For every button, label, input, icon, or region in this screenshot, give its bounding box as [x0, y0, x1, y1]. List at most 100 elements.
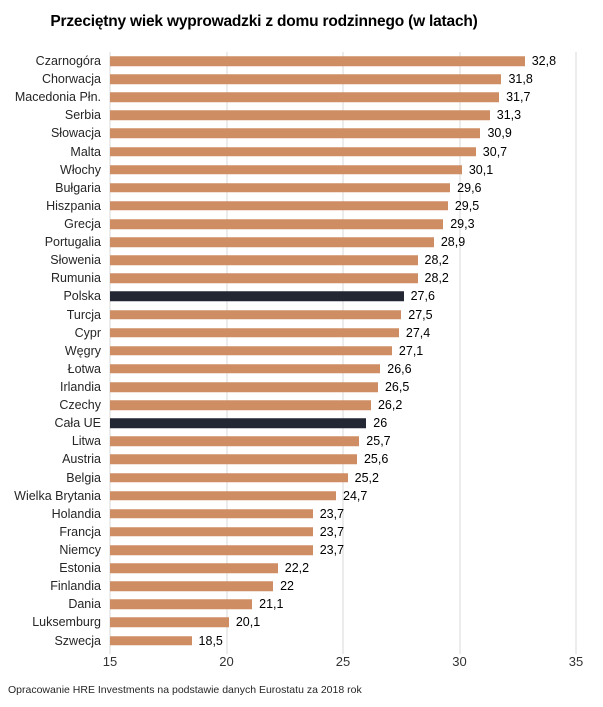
value-label: 22: [280, 579, 294, 594]
value-label: 23,7: [319, 524, 345, 539]
bar: [110, 635, 192, 646]
category-label: Austria: [62, 452, 101, 467]
x-axis-tick-label: 20: [219, 654, 234, 669]
bar: [110, 563, 278, 573]
category-label: Cypr: [74, 325, 101, 340]
bar-row: Macedonia Płn. 31,7: [0, 88, 603, 106]
category-label: Irlandia: [60, 380, 101, 395]
bar-track: 26: [110, 414, 576, 432]
bar-row: Czechy 26,2: [0, 396, 603, 414]
bar-track: 20,1: [110, 613, 576, 631]
bar: [110, 201, 448, 211]
bar: [110, 581, 274, 591]
bar-row: Belgia 25,2: [0, 469, 603, 487]
bar-track: 29,6: [110, 179, 576, 197]
value-label: 32,8: [531, 54, 557, 69]
bar: [110, 490, 336, 501]
category-label: Malta: [70, 144, 101, 159]
category-label: Estonia: [59, 561, 101, 576]
value-label: 22,2: [284, 561, 310, 576]
bar-row: Rumunia 28,2: [0, 269, 603, 287]
bar-row: Serbia 31,3: [0, 106, 603, 124]
x-axis-tick-label: 15: [102, 654, 118, 669]
bar-track: 31,3: [110, 106, 576, 124]
bar: [110, 617, 229, 628]
bar-track: 30,1: [110, 161, 576, 179]
bar-track: 28,2: [110, 251, 576, 269]
value-label: 28,9: [440, 235, 466, 250]
category-label: Litwa: [71, 434, 101, 449]
chart-title: Przeciętny wiek wyprowadzki z domu rodzi…: [50, 13, 478, 30]
bar-row: Irlandia 26,5: [0, 378, 603, 396]
value-label: 20,1: [235, 615, 261, 630]
bar-row: Litwa 25,7: [0, 432, 603, 450]
value-label: 26,6: [387, 361, 412, 376]
bar-track: 30,7: [110, 143, 576, 161]
bar-track: 26,2: [110, 396, 576, 414]
bar: [110, 183, 451, 193]
x-axis-tick-label: 35: [568, 654, 584, 669]
value-label: 31,3: [496, 108, 522, 123]
bar-track: 26,5: [110, 378, 576, 396]
bar: [110, 56, 525, 66]
category-label: Szwecja: [54, 633, 101, 648]
value-label: 26: [373, 416, 388, 431]
bar-row: Słowenia 28,2: [0, 251, 603, 269]
category-label: Węgry: [64, 343, 101, 358]
bar-row: Francja 23,7: [0, 523, 603, 541]
category-label: Słowenia: [50, 253, 101, 268]
bar: [110, 364, 381, 374]
x-axis-tick-label: 25: [335, 654, 351, 669]
bar-track: 26,6: [110, 360, 576, 378]
source-note: Opracowanie HRE Investments na podstawie…: [8, 684, 362, 696]
value-label: 31,8: [508, 72, 533, 87]
bar-row: Polska 27,6: [0, 287, 603, 305]
category-label: Niemcy: [59, 543, 101, 557]
value-label: 26,2: [377, 398, 403, 413]
bar-row: Cypr 27,4: [0, 324, 603, 342]
bar-track: 22,2: [110, 559, 576, 577]
category-label: Włochy: [60, 162, 101, 177]
value-label: 30,7: [482, 144, 508, 159]
value-label: 29,3: [450, 217, 475, 232]
bar-track: 27,5: [110, 306, 576, 324]
category-label: Portugalia: [44, 235, 101, 250]
category-label: Słowacja: [50, 126, 101, 141]
bar-track: 29,5: [110, 197, 576, 215]
category-label: Bułgaria: [55, 180, 101, 195]
value-label: 18,5: [198, 633, 223, 648]
bar: [110, 164, 462, 175]
bar: [110, 509, 313, 519]
bar-track: 27,6: [110, 287, 576, 305]
bar-row: Łotwa 26,6: [0, 360, 603, 378]
bar-track: 28,2: [110, 269, 576, 287]
value-label: 27,4: [405, 325, 431, 340]
category-label: Łotwa: [67, 361, 101, 376]
bar-row: Dania 21,1: [0, 595, 603, 613]
bar-row: Włochy 30,1: [0, 161, 603, 179]
bar-row: Wielka Brytania 24,7: [0, 487, 603, 505]
bar: [110, 472, 348, 483]
bar-row: Słowacja 30,9: [0, 124, 603, 142]
bar: [110, 237, 434, 247]
value-label: 27,5: [408, 307, 433, 322]
bar-track: 22: [110, 577, 576, 595]
bar-row: Finlandia 22: [0, 577, 603, 595]
bar-track: 25,6: [110, 450, 576, 468]
value-label: 26,5: [384, 380, 410, 395]
value-label: 28,2: [424, 253, 449, 268]
bar-track: 21,1: [110, 595, 576, 613]
bar-row: Węgry 27,1: [0, 342, 603, 360]
bar-track: 29,3: [110, 215, 576, 233]
bar: [110, 273, 418, 284]
bar: [110, 454, 357, 465]
bar: [110, 309, 402, 320]
bar: [110, 527, 313, 537]
value-label: 25,6: [363, 452, 389, 467]
bar: [110, 599, 253, 610]
category-label: Czarnogóra: [35, 54, 101, 69]
bar: [110, 255, 418, 265]
bar-row: Szwecja 18,5: [0, 632, 603, 650]
category-label: Polska: [63, 289, 101, 304]
bar-highlighted: [110, 291, 404, 302]
